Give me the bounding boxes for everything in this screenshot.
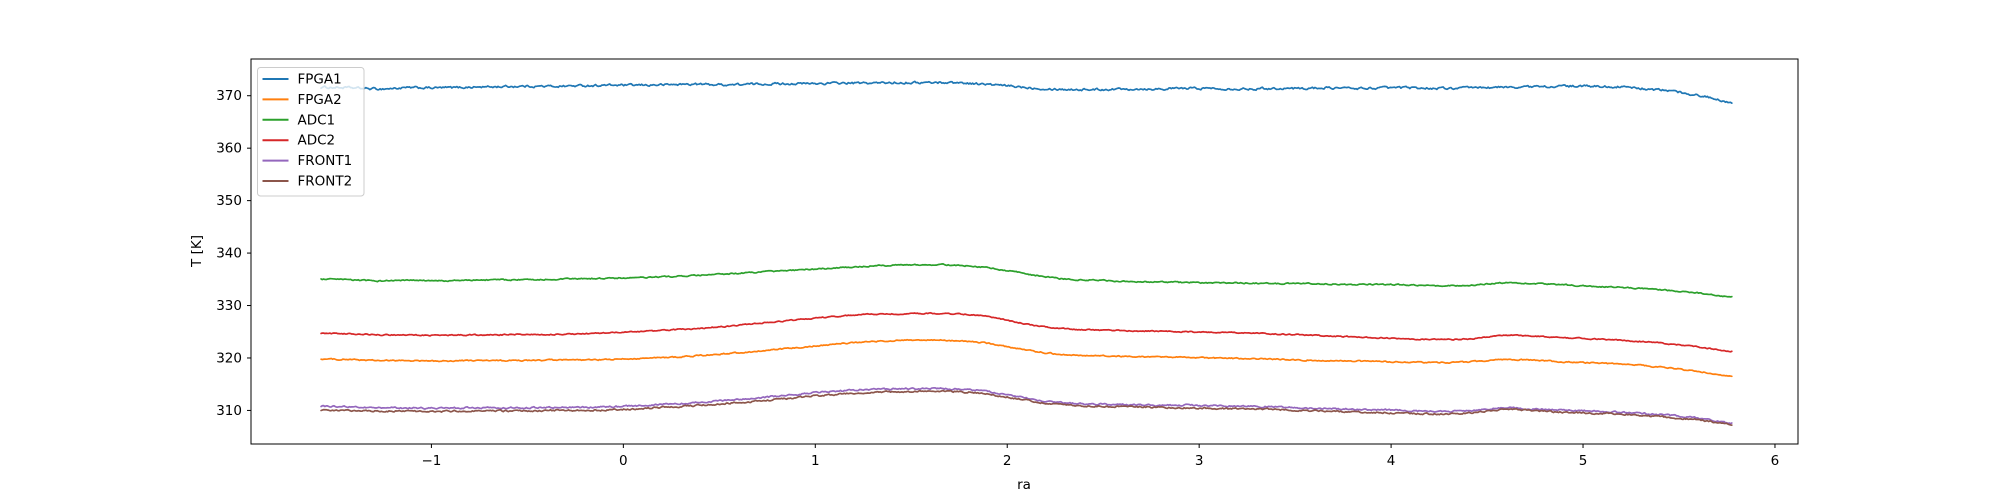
legend-label-fpga2: FPGA2 — [298, 92, 342, 108]
series-line-front2 — [320, 389, 1733, 426]
legend-label-adc1: ADC1 — [298, 112, 336, 128]
legend-label-front1: FRONT1 — [298, 153, 353, 169]
x-tick-label-2: 2 — [1003, 453, 1012, 469]
y-axis-label: T [K] — [189, 235, 205, 267]
x-axis-label: ra — [1017, 477, 1031, 493]
y-tick-label-360: 360 — [216, 141, 242, 157]
y-tick-label-350: 350 — [216, 193, 242, 209]
y-tick-label-370: 370 — [216, 88, 242, 104]
series-line-adc1 — [320, 263, 1733, 298]
x-tick-label--1: −1 — [421, 453, 441, 469]
series-line-fpga2 — [320, 338, 1733, 378]
series-line-front1 — [320, 386, 1733, 425]
y-tick-label-340: 340 — [216, 246, 242, 262]
y-tick-label-330: 330 — [216, 298, 242, 314]
plot-border — [250, 58, 1799, 445]
x-tick-label-3: 3 — [1195, 453, 1204, 469]
y-tick-label-310: 310 — [216, 403, 242, 419]
series-line-adc2 — [320, 311, 1733, 353]
series-line-fpga1 — [320, 80, 1733, 104]
legend-label-fpga1: FPGA1 — [298, 72, 342, 88]
x-tick-label-1: 1 — [811, 453, 820, 469]
x-tick-label-6: 6 — [1771, 453, 1780, 469]
legend-label-adc2: ADC2 — [298, 133, 336, 149]
y-tick-label-320: 320 — [216, 350, 242, 366]
x-tick-label-5: 5 — [1579, 453, 1588, 469]
x-tick-label-4: 4 — [1387, 453, 1396, 469]
x-tick-label-0: 0 — [619, 453, 628, 469]
legend-label-front2: FRONT2 — [298, 174, 353, 190]
